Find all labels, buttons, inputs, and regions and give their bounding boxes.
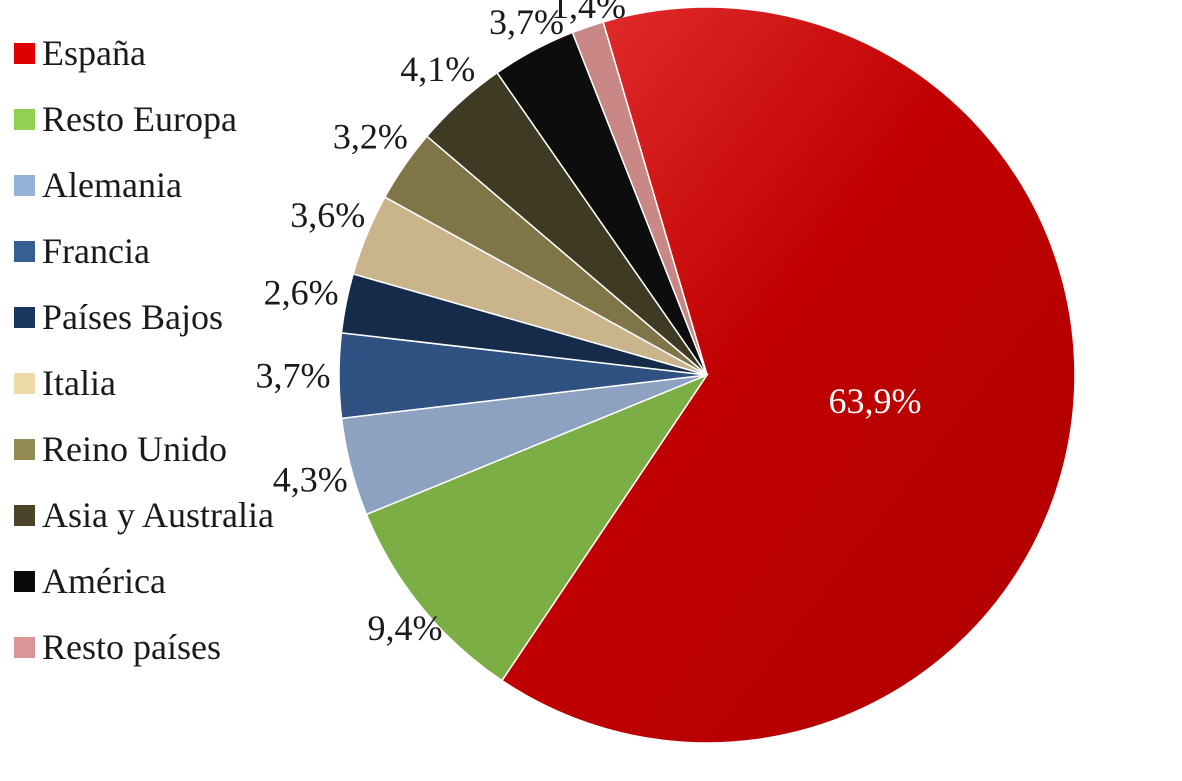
data-label-reino-unido: 3,2% xyxy=(333,117,408,157)
legend-label: Asia y Australia xyxy=(42,495,274,535)
data-label-alemania: 4,3% xyxy=(273,460,348,500)
data-label-francia: 3,7% xyxy=(256,356,331,396)
legend-item-italia: Italia xyxy=(14,350,274,416)
legend-item-reino-unido: Reino Unido xyxy=(14,416,274,482)
pie-slices xyxy=(338,6,1076,744)
pie-slice-espana xyxy=(500,6,1076,744)
legend-swatch xyxy=(14,570,35,592)
legend-swatch xyxy=(14,108,35,130)
legend-item-asia-y-australia: Asia y Australia xyxy=(14,482,274,548)
legend-swatch xyxy=(14,174,35,196)
legend-item-francia: Francia xyxy=(14,218,274,284)
pie-slice-resto-paises xyxy=(571,21,708,376)
legend-label: Resto países xyxy=(42,627,221,667)
legend-swatch xyxy=(14,306,35,328)
legend-swatch xyxy=(14,504,35,526)
legend-item-resto-paises: Resto países xyxy=(14,614,274,680)
data-label-paises-bajos: 2,6% xyxy=(264,273,339,313)
data-label-asia-y-australia: 4,1% xyxy=(400,49,475,89)
chart-legend: España Resto Europa Alemania Francia Países … xyxy=(14,20,274,680)
data-label-resto-europa: 9,4% xyxy=(368,608,443,648)
legend-item-paises-bajos: Países Bajos xyxy=(14,284,274,350)
legend-label: Resto Europa xyxy=(42,99,237,139)
legend-swatch xyxy=(14,240,35,262)
legend-swatch xyxy=(14,42,35,64)
pie-data-labels: 63,9%9,4%4,3%3,7%2,6%3,6%3,2%4,1%3,7%1,4… xyxy=(256,0,922,648)
data-label-italia: 3,6% xyxy=(290,195,365,235)
legend-swatch xyxy=(14,636,35,658)
legend-swatch xyxy=(14,372,35,394)
legend-label: Reino Unido xyxy=(42,429,227,469)
legend-label: España xyxy=(42,33,146,73)
legend-label: Italia xyxy=(42,363,116,403)
legend-item-alemania: Alemania xyxy=(14,152,274,218)
legend-label: Francia xyxy=(42,231,150,271)
legend-item-resto-europa: Resto Europa xyxy=(14,86,274,152)
data-label-espana: 63,9% xyxy=(829,381,922,421)
legend-label: Alemania xyxy=(42,165,182,205)
legend-label: Países Bajos xyxy=(42,297,224,337)
legend-label: América xyxy=(42,561,166,601)
legend-item-espana: España xyxy=(14,20,274,86)
pie-slice-resto-europa xyxy=(365,373,709,682)
legend-item-america: América xyxy=(14,548,274,614)
data-label-resto-paises: 1,4% xyxy=(551,0,626,26)
data-label-america: 3,7% xyxy=(489,2,564,42)
legend-swatch xyxy=(14,438,35,460)
